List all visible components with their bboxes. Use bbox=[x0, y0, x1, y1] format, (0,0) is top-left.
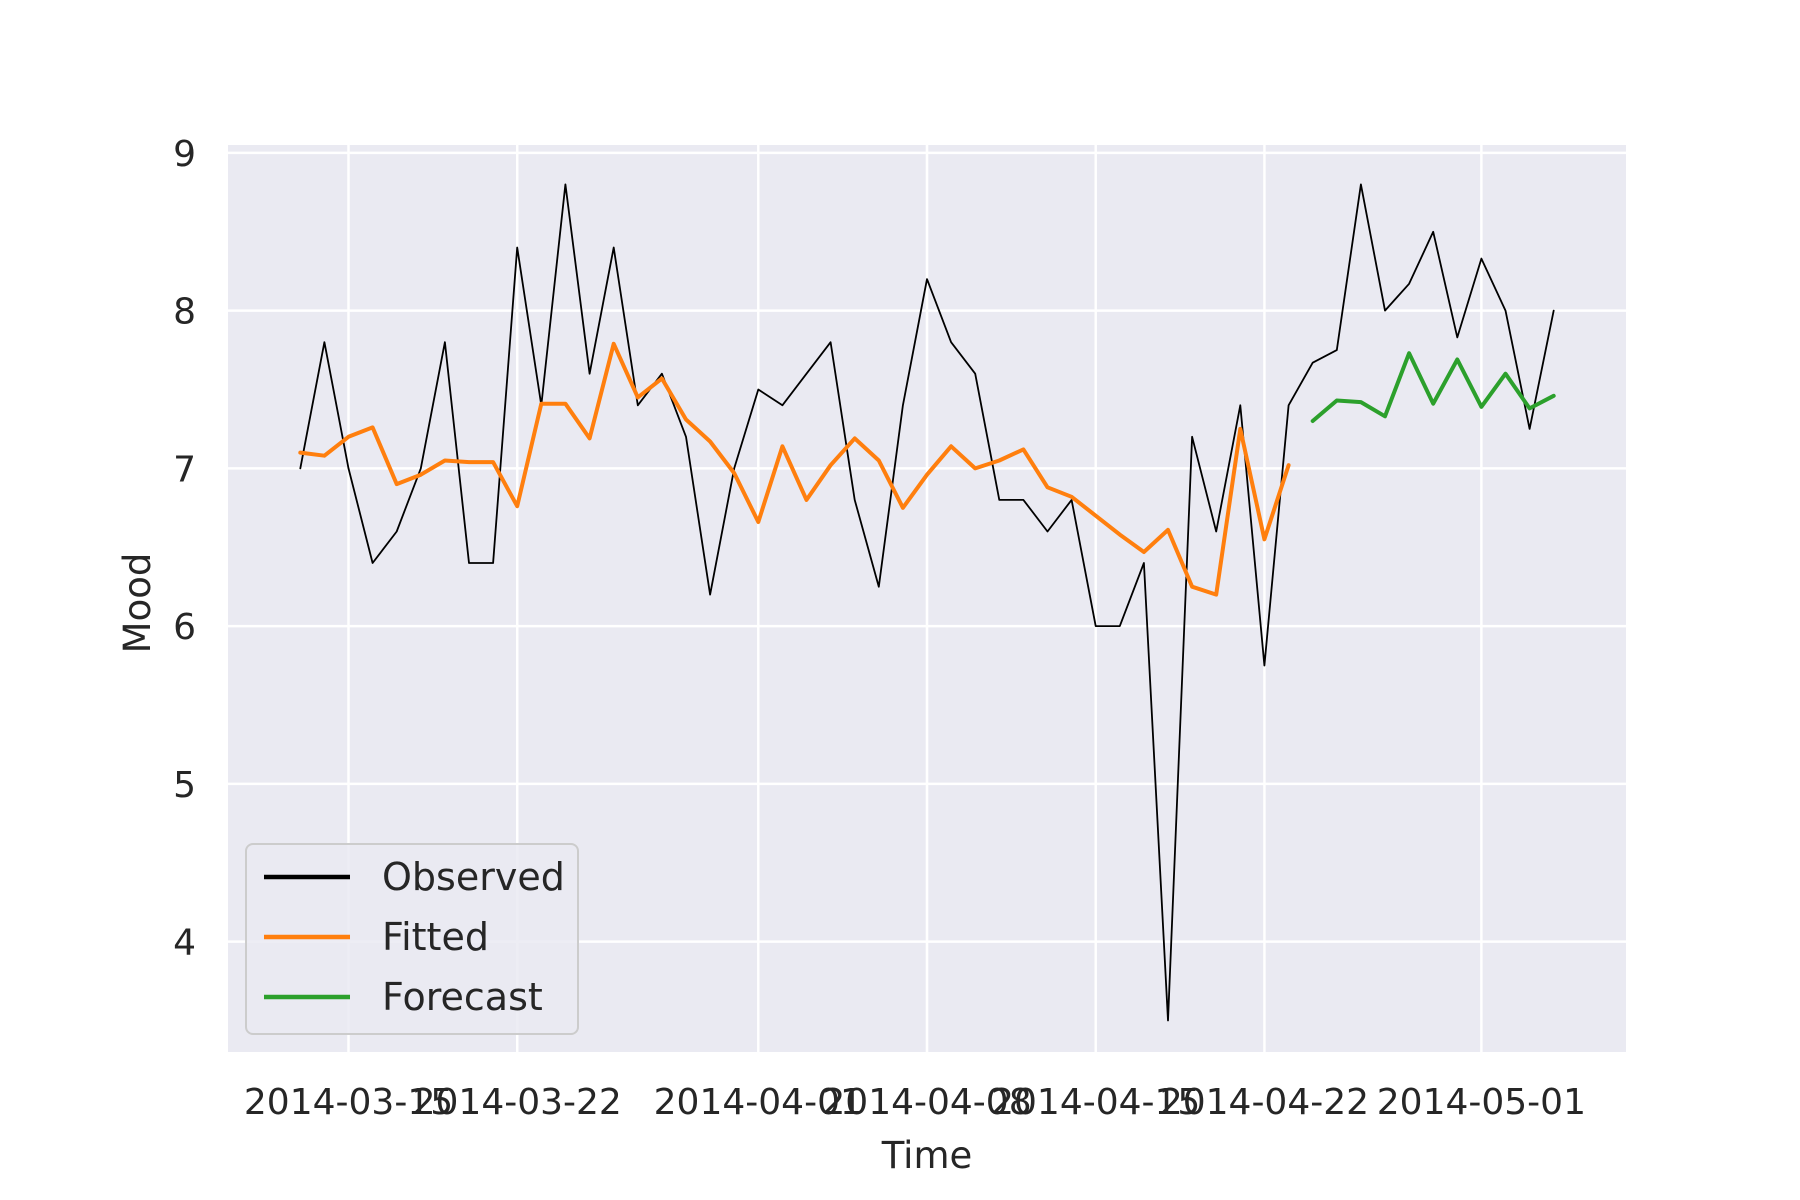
x-tick-label: 2014-05-01 bbox=[1377, 1082, 1586, 1123]
y-tick-label: 4 bbox=[173, 923, 196, 964]
x-tick-label: 2014-03-15 bbox=[244, 1082, 453, 1123]
x-tick-label: 2014-04-08 bbox=[822, 1082, 1031, 1123]
y-tick-label: 7 bbox=[173, 449, 196, 490]
x-tick-label: 2014-04-22 bbox=[1160, 1082, 1369, 1123]
series-lines bbox=[298, 183, 1556, 1022]
y-tick-label: 5 bbox=[173, 765, 196, 806]
x-tick-label: 2014-04-01 bbox=[654, 1082, 863, 1123]
observed-series-line bbox=[299, 183, 1555, 1022]
x-axis-label: Time bbox=[881, 1134, 973, 1177]
y-tick-label: 9 bbox=[173, 134, 196, 175]
legend-box bbox=[245, 843, 579, 1035]
y-tick-label: 8 bbox=[173, 292, 196, 333]
legend: Observed Fitted Forecast bbox=[245, 843, 579, 1035]
forecast-series-line bbox=[1310, 351, 1556, 423]
x-tick-label: 2014-04-15 bbox=[991, 1082, 1200, 1123]
y-tick-label: 6 bbox=[173, 607, 196, 648]
y-axis-label: Mood bbox=[116, 553, 159, 654]
legend-label-observed: Observed bbox=[382, 855, 565, 899]
legend-label-fitted: Fitted bbox=[382, 915, 489, 959]
fitted-series-line bbox=[298, 341, 1291, 597]
x-tick-label: 2014-03-22 bbox=[413, 1082, 622, 1123]
legend-label-forecast: Forecast bbox=[382, 975, 543, 1019]
